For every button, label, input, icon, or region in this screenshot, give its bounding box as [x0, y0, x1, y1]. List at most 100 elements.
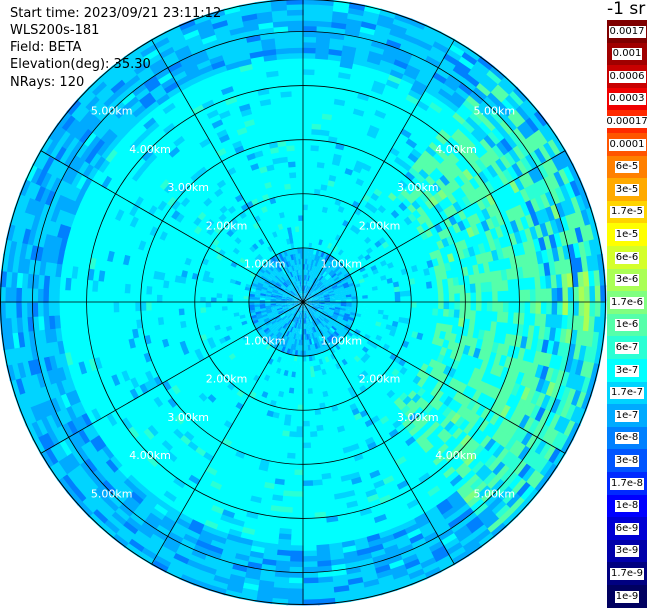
ppi-cell — [389, 302, 395, 307]
ppi-cell — [293, 480, 304, 486]
ppi-cell — [303, 155, 312, 161]
ppi-cell — [422, 302, 428, 309]
ppi-cell — [302, 53, 316, 59]
ppi-cell — [303, 502, 315, 508]
ppi-cell — [306, 367, 310, 373]
ppi-cell — [303, 432, 311, 438]
ppi-cell — [471, 293, 477, 303]
ppi-cell — [184, 308, 190, 315]
ppi-cell — [303, 464, 313, 470]
ppi-cell — [584, 301, 590, 318]
ppi-cell — [481, 292, 487, 303]
ppi-cell — [298, 394, 304, 400]
ppi-cell — [411, 302, 417, 309]
ppi-cell — [302, 583, 319, 589]
ppi-cell — [573, 301, 579, 317]
ppi-cell — [308, 399, 314, 405]
ppi-cell — [589, 301, 595, 318]
ppi-cell — [227, 306, 233, 311]
ppi-cell — [302, 42, 317, 48]
ppi-cell — [287, 594, 304, 600]
ppi-cell — [525, 290, 531, 303]
ppi-cell — [303, 448, 312, 454]
ppi-cell — [295, 443, 304, 449]
ppi-cell — [302, 4, 319, 10]
ppi-cell — [303, 134, 313, 140]
ppi-cell — [379, 298, 385, 303]
ppi-cell — [303, 394, 309, 400]
ppi-cell — [530, 301, 536, 314]
ppi-cell — [302, 74, 315, 80]
ppi-cell — [299, 372, 303, 378]
ppi-cell — [557, 288, 563, 303]
ppi-cell — [292, 502, 304, 508]
ppi-cell — [294, 470, 304, 476]
ppi-cell — [297, 399, 303, 405]
ppi-cell — [400, 291, 406, 297]
ppi-cell — [487, 302, 493, 313]
ppi-cell — [232, 302, 238, 306]
ppi-cell — [211, 306, 217, 312]
ppi-cell — [292, 491, 303, 497]
ppi-cell — [243, 305, 249, 309]
ppi-cell — [303, 145, 312, 151]
ppi-cell — [303, 150, 312, 156]
ppi-cell — [302, 15, 319, 21]
ppi-cell — [400, 296, 406, 302]
ppi-cell — [289, 556, 304, 562]
ppi-cell — [303, 123, 313, 129]
ppi-cell — [302, 36, 317, 42]
ppi-cell — [373, 294, 379, 299]
ppi-cell — [508, 290, 514, 302]
ppi-cell — [296, 416, 303, 422]
ppi-cell — [303, 107, 314, 113]
ppi-cell — [294, 464, 304, 470]
ppi-cell — [303, 421, 310, 427]
ppi-cell — [294, 453, 303, 459]
ppi-cell — [306, 356, 310, 362]
ppi-cell — [433, 302, 439, 310]
ppi-cell — [557, 301, 563, 316]
ppi-cell — [303, 388, 308, 394]
ppi-cell — [552, 288, 558, 303]
ppi-cell — [389, 292, 395, 298]
ppi-cell — [302, 80, 315, 86]
ppi-cell — [303, 112, 314, 118]
ppi-cell — [302, 540, 316, 546]
ppi-cell — [465, 293, 471, 303]
ppi-cell — [481, 302, 487, 313]
ppi-cell — [303, 486, 314, 492]
ppi-cell — [454, 302, 460, 311]
ppi-cell — [595, 301, 601, 318]
ppi-cell — [400, 302, 406, 308]
ppi-cell — [302, 507, 314, 513]
ppi-cell — [296, 432, 304, 438]
ppi-cell — [368, 294, 374, 298]
ppi-cell — [289, 551, 304, 557]
ppi-cell — [302, 561, 317, 567]
ppi-cell — [519, 290, 525, 303]
ppi-cell — [395, 297, 401, 303]
ppi-cell — [292, 497, 304, 503]
ppi-cell — [498, 291, 504, 303]
ppi-cell — [303, 399, 309, 405]
ppi-cell — [303, 210, 308, 216]
ppi-cell — [535, 301, 541, 315]
ppi-cell — [422, 295, 428, 302]
ppi-cell — [302, 58, 316, 64]
ppi-cell — [293, 475, 303, 481]
ppi-cell — [307, 372, 312, 378]
ppi-cell — [449, 294, 455, 303]
ppi-cell — [303, 101, 315, 107]
ppi-cell — [303, 220, 308, 226]
ppi-cell — [303, 204, 309, 210]
ppi-cell — [530, 289, 536, 302]
ppi-cell — [297, 410, 304, 416]
ppi-cell — [302, 545, 316, 551]
ppi-cell — [303, 480, 314, 486]
ppi-cell — [290, 529, 303, 535]
ppi-cell — [541, 301, 547, 315]
ppi-cell — [302, 20, 318, 26]
ppi-cell — [465, 302, 471, 312]
